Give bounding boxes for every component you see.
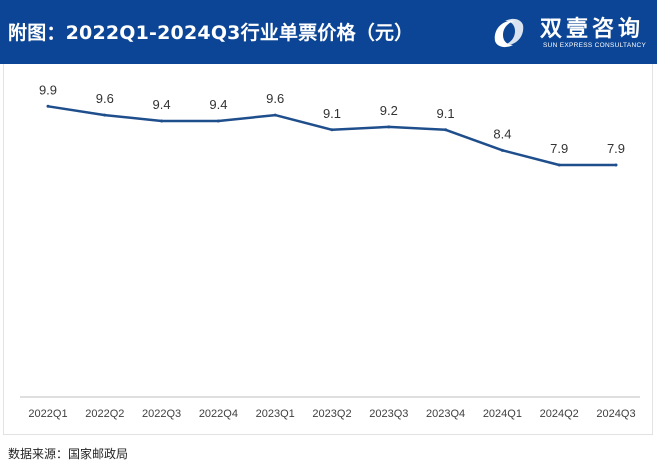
- data-label: 9.1: [437, 106, 455, 121]
- data-label: 9.4: [153, 97, 171, 112]
- brand-logo: 双壹咨询 SUN EXPRESS CONSULTANCY: [487, 7, 653, 57]
- data-point: [273, 113, 277, 117]
- x-tick-label: 2024Q2: [540, 408, 579, 420]
- data-point: [46, 104, 50, 108]
- line-chart: 9.9 9.6 9.4 9.4 9.6 9.1 9.2 9.1 8.4 7.9 7.9 2022Q1…: [20, 82, 640, 420]
- data-label: 7.9: [607, 141, 625, 156]
- x-tick-label: 2023Q1: [256, 408, 295, 420]
- logo-english-name: SUN EXPRESS CONSULTANCY: [543, 42, 647, 49]
- x-tick-label: 2022Q2: [85, 408, 124, 420]
- x-tick-label: 2022Q3: [142, 408, 181, 420]
- data-source-note: 数据来源：国家邮政局: [8, 447, 129, 461]
- data-point: [444, 128, 448, 132]
- data-point: [330, 128, 334, 132]
- data-label: 9.2: [380, 103, 398, 118]
- x-tick-label: 2024Q3: [596, 408, 635, 420]
- chart-frame: [3, 64, 653, 435]
- data-label: 9.4: [209, 97, 227, 112]
- data-point: [160, 119, 164, 123]
- x-tick-label: 2022Q1: [28, 408, 67, 420]
- data-point: [216, 119, 220, 123]
- data-point: [500, 148, 504, 152]
- header-banner: 附图：2022Q1-2024Q3行业单票价格（元） 双壹咨询 SUN EXPRE…: [0, 0, 657, 64]
- data-label: 9.1: [323, 106, 341, 121]
- x-tick-label: 2023Q2: [312, 408, 351, 420]
- data-label: 7.9: [550, 141, 568, 156]
- data-point: [557, 163, 561, 167]
- x-tick-label: 2024Q1: [483, 408, 522, 420]
- chart-title: 附图：2022Q1-2024Q3行业单票价格（元）: [8, 22, 414, 44]
- logo-chinese-name: 双壹咨询: [540, 16, 645, 42]
- data-label: 9.6: [96, 91, 114, 106]
- data-point: [614, 163, 618, 167]
- data-label: 9.9: [39, 82, 57, 97]
- x-tick-label: 2023Q4: [426, 408, 465, 420]
- swirl-logo-icon: [494, 18, 524, 48]
- x-tick-label: 2022Q4: [199, 408, 238, 420]
- data-label: 9.6: [266, 91, 284, 106]
- data-point: [103, 113, 107, 117]
- data-label: 8.4: [493, 126, 511, 141]
- data-point: [387, 125, 391, 129]
- x-tick-label: 2023Q3: [369, 408, 408, 420]
